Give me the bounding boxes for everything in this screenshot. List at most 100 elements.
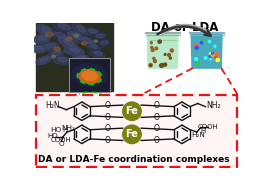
Ellipse shape [96, 34, 105, 38]
Ellipse shape [47, 50, 64, 59]
Ellipse shape [90, 50, 105, 58]
Ellipse shape [58, 37, 78, 50]
Ellipse shape [54, 32, 65, 38]
Ellipse shape [81, 42, 87, 45]
Circle shape [150, 42, 152, 44]
Circle shape [170, 49, 173, 52]
Text: H: H [200, 128, 206, 134]
Ellipse shape [72, 64, 107, 87]
Bar [36, 23, 113, 91]
Text: HO: HO [51, 127, 62, 133]
Circle shape [160, 64, 163, 67]
Ellipse shape [36, 56, 51, 65]
Ellipse shape [88, 29, 97, 33]
Circle shape [211, 53, 214, 57]
Ellipse shape [89, 43, 98, 48]
Text: COOH: COOH [198, 124, 219, 130]
FancyBboxPatch shape [36, 95, 237, 167]
Circle shape [123, 125, 141, 144]
Ellipse shape [52, 51, 61, 56]
FancyArrowPatch shape [160, 24, 209, 35]
Circle shape [195, 46, 198, 49]
Ellipse shape [100, 41, 108, 45]
Circle shape [151, 49, 154, 51]
Circle shape [214, 45, 216, 47]
Circle shape [215, 57, 217, 58]
Circle shape [123, 102, 141, 120]
Ellipse shape [79, 70, 100, 84]
Circle shape [197, 63, 199, 65]
Ellipse shape [82, 71, 97, 81]
Circle shape [154, 60, 157, 63]
Text: Fe: Fe [125, 129, 138, 139]
Ellipse shape [66, 37, 72, 41]
Ellipse shape [97, 40, 110, 47]
Text: O: O [154, 101, 160, 110]
Text: H₂N: H₂N [192, 132, 205, 138]
Text: HO: HO [47, 133, 58, 139]
Ellipse shape [37, 25, 55, 38]
Circle shape [216, 58, 219, 62]
Text: O: O [154, 113, 160, 122]
Ellipse shape [84, 28, 100, 36]
Ellipse shape [53, 21, 75, 33]
Text: H₂N: H₂N [45, 101, 60, 110]
Ellipse shape [58, 23, 70, 30]
Circle shape [169, 57, 172, 59]
Circle shape [212, 53, 213, 54]
Ellipse shape [72, 55, 89, 63]
FancyBboxPatch shape [69, 58, 110, 92]
Ellipse shape [77, 26, 85, 32]
Text: O: O [154, 124, 160, 133]
Ellipse shape [45, 44, 55, 48]
Ellipse shape [64, 47, 84, 56]
Text: DA or LDA-Fe coordination complexes: DA or LDA-Fe coordination complexes [38, 155, 230, 164]
Text: H: H [63, 127, 68, 133]
Circle shape [158, 40, 161, 43]
Circle shape [216, 53, 219, 56]
Ellipse shape [40, 42, 59, 51]
Circle shape [155, 47, 158, 50]
Text: Fe: Fe [125, 106, 138, 116]
Circle shape [194, 44, 198, 48]
Ellipse shape [51, 55, 55, 58]
Circle shape [210, 53, 212, 55]
Ellipse shape [94, 51, 102, 56]
Ellipse shape [74, 35, 79, 37]
Text: O: O [104, 101, 110, 110]
Circle shape [210, 58, 211, 60]
Ellipse shape [83, 38, 92, 43]
Circle shape [151, 46, 153, 48]
Ellipse shape [69, 48, 80, 53]
Ellipse shape [67, 32, 86, 43]
Ellipse shape [53, 57, 71, 64]
Ellipse shape [30, 45, 46, 53]
Ellipse shape [58, 58, 68, 62]
Text: NH₂: NH₂ [206, 101, 220, 110]
Ellipse shape [76, 56, 86, 60]
Circle shape [168, 54, 170, 56]
Circle shape [209, 55, 212, 58]
Circle shape [200, 42, 203, 44]
Circle shape [216, 58, 219, 61]
Ellipse shape [78, 36, 95, 46]
Ellipse shape [35, 46, 43, 50]
Ellipse shape [72, 23, 88, 36]
Text: O: O [59, 141, 64, 147]
Ellipse shape [54, 47, 60, 51]
Circle shape [149, 64, 152, 67]
Text: COOH: COOH [50, 137, 71, 143]
Ellipse shape [38, 36, 47, 40]
Ellipse shape [94, 40, 98, 42]
Text: O: O [154, 136, 160, 145]
Circle shape [208, 40, 211, 43]
Ellipse shape [34, 34, 50, 43]
Ellipse shape [92, 33, 107, 40]
Text: DA or LDA: DA or LDA [151, 21, 219, 34]
Circle shape [153, 57, 155, 59]
Text: NH₂: NH₂ [62, 125, 76, 131]
Circle shape [164, 54, 166, 55]
Text: O: O [104, 113, 110, 122]
Ellipse shape [42, 27, 51, 34]
Polygon shape [191, 34, 222, 68]
